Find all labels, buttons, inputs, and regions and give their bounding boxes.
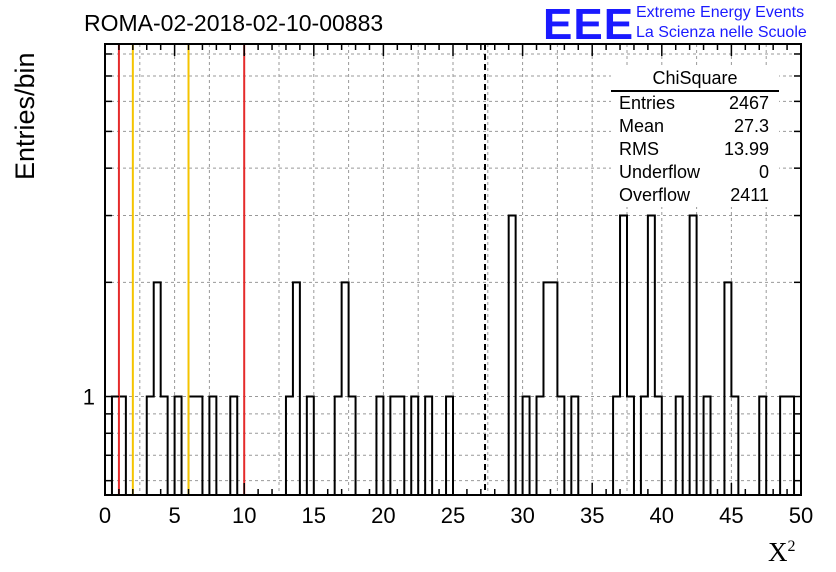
histogram-bin (648, 216, 655, 495)
stat-value: 2411 (730, 185, 769, 205)
stat-row-rms: RMS 13.99 (611, 138, 779, 161)
histogram-bin (230, 397, 237, 495)
chart-title: ROMA-02-2018-02-10-00883 (84, 10, 384, 36)
histogram-bin (349, 397, 356, 495)
stat-row-underflow: Underflow 0 (611, 161, 779, 184)
histogram-bin (759, 397, 766, 495)
histogram-bin (335, 397, 342, 495)
histogram-bin (286, 397, 293, 495)
histogram-bin (342, 282, 349, 495)
histogram-bin (509, 216, 516, 495)
histogram-bin (376, 397, 383, 495)
histogram-bin (397, 397, 404, 495)
histogram-bin (523, 397, 530, 495)
x-tick-label: 20 (371, 503, 395, 528)
histogram-bin (557, 397, 564, 495)
histogram-bin (724, 282, 731, 495)
stat-value: 27.3 (733, 116, 769, 136)
histogram-bin (112, 397, 119, 495)
x-tick-label: 35 (580, 503, 604, 528)
histogram-bin (446, 397, 453, 495)
histogram-bin (307, 397, 314, 495)
histogram-bin (704, 397, 711, 495)
histogram-bin (411, 397, 418, 495)
histogram-bin (571, 397, 578, 495)
stat-label: Mean (619, 116, 665, 136)
histogram-bin (676, 397, 683, 495)
x-tick-label: 0 (99, 503, 111, 528)
x-tick-label: 10 (232, 503, 256, 528)
eee-logo: EEE (543, 0, 635, 49)
stat-value: 0 (758, 162, 769, 182)
x-tick-label: 5 (168, 503, 180, 528)
stat-row-overflow: Overflow 2411 (611, 184, 779, 207)
histogram-bin (780, 397, 787, 495)
histogram-bin (195, 397, 202, 495)
histogram-bin (147, 397, 154, 495)
logo-tagline-2: La Scienza nelle Scuole (636, 24, 807, 41)
histogram-bin (189, 397, 196, 495)
x-tick-label: 50 (789, 503, 813, 528)
histogram-bin (119, 397, 126, 495)
x-tick-label: 30 (510, 503, 534, 528)
stat-label: Underflow (619, 162, 701, 182)
histogram-bin (425, 397, 432, 495)
x-tick-label: 15 (302, 503, 326, 528)
histogram-bin (787, 397, 794, 495)
logo-tagline-1: Extreme Energy Events (636, 4, 805, 21)
histogram-bin (620, 216, 627, 495)
stat-row-mean: Mean 27.3 (611, 115, 779, 138)
stat-value: 13.99 (723, 139, 769, 159)
histogram-bin (613, 397, 620, 495)
histogram-bin (641, 397, 648, 495)
x-tick-label: 45 (719, 503, 743, 528)
stats-box: ChiSquare Entries 2467 Mean 27.3 RMS 13.… (611, 66, 779, 207)
histogram-bin (731, 397, 738, 495)
histogram-bin (550, 282, 557, 495)
stat-value: 2467 (728, 93, 769, 113)
histogram-bin (154, 282, 161, 495)
stat-label: Overflow (619, 185, 691, 205)
histogram-bin (161, 397, 168, 495)
histogram-bin (537, 397, 544, 495)
stat-row-entries: Entries 2467 (611, 92, 779, 115)
histogram-bin (690, 216, 697, 495)
y-tick-label: 1 (83, 385, 95, 410)
x-tick-label: 25 (441, 503, 465, 528)
histogram-bin (209, 397, 216, 495)
stat-label: Entries (619, 93, 676, 113)
histogram-bin (293, 282, 300, 495)
x-tick-label: 40 (650, 503, 674, 528)
stats-title: ChiSquare (611, 66, 779, 92)
stat-label: RMS (619, 139, 659, 159)
x-axis-label: X2 (768, 537, 796, 567)
histogram-bin (627, 397, 634, 495)
histogram-bin (390, 397, 397, 495)
histogram-bin (543, 282, 550, 495)
histogram-bin (655, 397, 662, 495)
histogram-bin (175, 397, 182, 495)
